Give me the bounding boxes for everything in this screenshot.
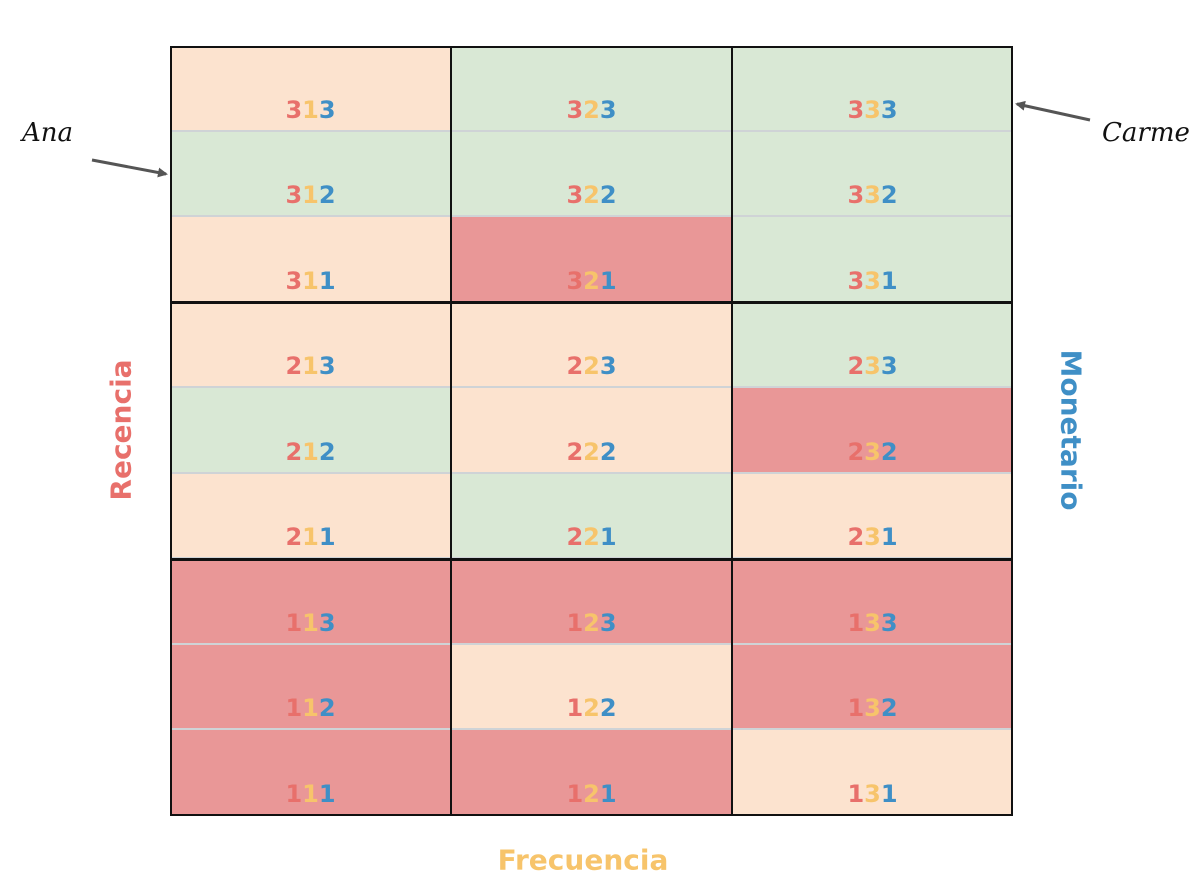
rfm-code: 313	[285, 95, 336, 124]
rfm-code: 311	[285, 266, 336, 295]
rfm-code: 323	[566, 95, 617, 124]
rfm-cell-113: 113	[170, 559, 451, 645]
rfm-cell-233: 233	[732, 302, 1013, 389]
rfm-code: 212	[285, 437, 336, 466]
rfm-cell-322: 322	[451, 131, 732, 218]
rfm-code: 222	[566, 437, 617, 466]
rfm-cell-213: 213	[170, 302, 451, 389]
rfm-cell-122: 122	[451, 644, 732, 731]
rfm-code: 113	[285, 608, 336, 637]
annotation-ana: Ana	[22, 118, 74, 148]
rfm-cell-112: 112	[170, 644, 451, 731]
rfm-cell-323: 323	[451, 46, 732, 132]
rfm-code: 133	[847, 608, 898, 637]
rfm-cell-331: 331	[732, 217, 1013, 303]
rfm-cell-312: 312	[170, 131, 451, 218]
column-divider	[450, 46, 452, 816]
rfm-code: 213	[285, 352, 336, 381]
rfm-code: 122	[566, 694, 617, 723]
rfm-cell-311: 311	[170, 217, 451, 303]
rfm-code: 331	[847, 266, 898, 295]
rfm-code: 211	[285, 523, 336, 552]
rfm-code: 332	[847, 181, 898, 210]
rfm-code: 232	[847, 437, 898, 466]
rfm-code: 111	[285, 779, 336, 808]
rfm-cell-223: 223	[451, 302, 732, 389]
rfm-code: 223	[566, 352, 617, 381]
rfm-code: 132	[847, 694, 898, 723]
rfm-cell-131: 131	[732, 730, 1013, 816]
rfm-code: 333	[847, 95, 898, 124]
rfm-cell-231: 231	[732, 473, 1013, 560]
rfm-code: 321	[566, 266, 617, 295]
rfm-cell-133: 133	[732, 559, 1013, 645]
rfm-cell-221: 221	[451, 473, 732, 560]
rfm-code: 322	[566, 181, 617, 210]
column-divider	[731, 46, 733, 816]
rfm-code: 123	[566, 608, 617, 637]
rfm-grid: 313 323 333 312 322 332 311 321 331 213 223 233 212 2…	[170, 46, 1013, 816]
rfm-code: 312	[285, 181, 336, 210]
rfm-cell-332: 332	[732, 131, 1013, 218]
rfm-cell-313: 313	[170, 46, 451, 132]
annotation-carme: Carme	[1102, 118, 1190, 148]
block-divider	[170, 301, 1013, 305]
rfm-cell-232: 232	[732, 388, 1013, 474]
rfm-cell-111: 111	[170, 730, 451, 816]
rfm-cell-333: 333	[732, 46, 1013, 132]
arrow-ana	[91, 158, 168, 178]
rfm-cell-123: 123	[451, 559, 732, 645]
rfm-cell-121: 121	[451, 730, 732, 816]
frecuencia-axis-label: Frecuencia	[497, 843, 669, 877]
rfm-cell-222: 222	[451, 388, 732, 474]
rfm-cell-132: 132	[732, 644, 1013, 731]
rfm-code: 112	[285, 694, 336, 723]
rfm-code: 233	[847, 352, 898, 381]
rfm-code: 131	[847, 779, 898, 808]
rfm-code: 221	[566, 523, 617, 552]
rfm-code: 121	[566, 779, 617, 808]
block-divider	[170, 557, 1013, 561]
rfm-code: 231	[847, 523, 898, 552]
rfm-cell-211: 211	[170, 473, 451, 560]
rfm-cell-212: 212	[170, 388, 451, 474]
rfm-cell-321: 321	[451, 217, 732, 303]
arrow-carme	[1015, 100, 1091, 122]
